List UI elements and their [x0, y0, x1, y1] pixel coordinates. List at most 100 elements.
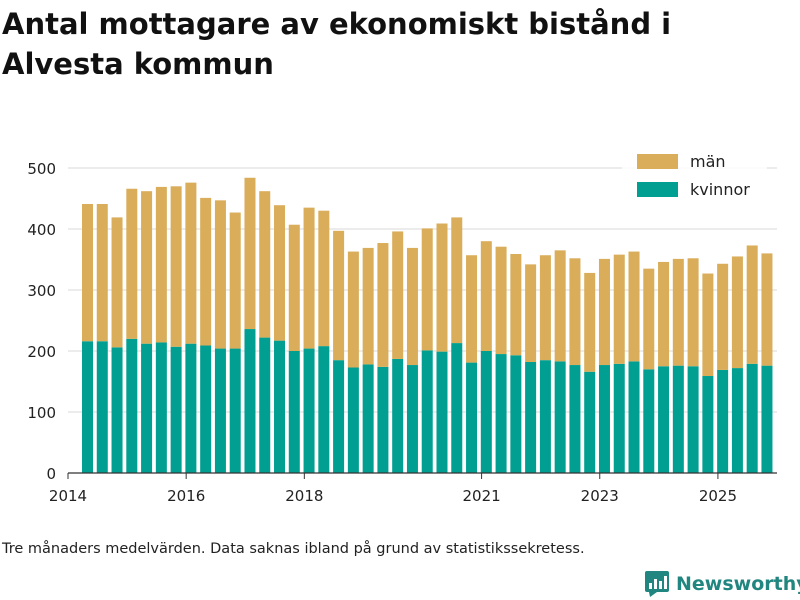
bar-kvinnor[interactable]	[185, 343, 197, 473]
bar-man[interactable]	[658, 261, 670, 367]
bar-man[interactable]	[259, 191, 271, 338]
bar-kvinnor[interactable]	[392, 358, 404, 473]
bar-kvinnor[interactable]	[421, 350, 433, 473]
x-axis: 2014 2016 2018 2021 2023 2025	[49, 472, 777, 505]
bar-man[interactable]	[436, 223, 448, 352]
bar-kvinnor[interactable]	[377, 366, 389, 473]
bar-kvinnor[interactable]	[436, 351, 448, 473]
bar-man[interactable]	[672, 258, 684, 366]
bar-man[interactable]	[598, 258, 610, 366]
y-axis-ticks: 0 100 200 300 400 500	[27, 160, 56, 483]
bar-man[interactable]	[584, 272, 596, 372]
bar-kvinnor[interactable]	[362, 364, 374, 473]
bar-man[interactable]	[702, 273, 714, 377]
bar-man[interactable]	[274, 205, 286, 341]
bar-man[interactable]	[81, 203, 93, 342]
bar-kvinnor[interactable]	[510, 355, 522, 473]
bar-kvinnor[interactable]	[81, 341, 93, 473]
bar-man[interactable]	[451, 217, 463, 344]
bar-man[interactable]	[406, 247, 418, 366]
bar-kvinnor[interactable]	[229, 348, 241, 473]
bar-kvinnor[interactable]	[170, 346, 182, 473]
bar-man[interactable]	[96, 203, 108, 342]
bars	[81, 177, 773, 473]
bar-man[interactable]	[288, 224, 300, 351]
bar-kvinnor[interactable]	[155, 342, 167, 473]
bar-man[interactable]	[303, 207, 315, 349]
bar-kvinnor[interactable]	[347, 367, 359, 473]
bar-man[interactable]	[643, 268, 655, 370]
bar-man[interactable]	[214, 200, 226, 349]
bar-kvinnor[interactable]	[746, 363, 758, 473]
bar-kvinnor[interactable]	[480, 351, 492, 473]
bar-man[interactable]	[170, 186, 182, 347]
bar-man[interactable]	[362, 247, 374, 365]
bar-kvinnor[interactable]	[141, 343, 153, 473]
bar-man[interactable]	[495, 246, 507, 355]
bar-kvinnor[interactable]	[318, 346, 330, 473]
bar-kvinnor[interactable]	[702, 376, 714, 473]
bar-man[interactable]	[525, 264, 537, 362]
bar-kvinnor[interactable]	[406, 365, 418, 473]
bar-kvinnor[interactable]	[584, 371, 596, 473]
bar-man[interactable]	[466, 255, 478, 363]
bar-kvinnor[interactable]	[687, 366, 699, 473]
bar-kvinnor[interactable]	[244, 329, 256, 473]
bar-kvinnor[interactable]	[259, 337, 271, 473]
bar-man[interactable]	[392, 231, 404, 359]
bar-man[interactable]	[613, 254, 625, 364]
bar-kvinnor[interactable]	[761, 365, 773, 473]
bar-man[interactable]	[421, 228, 433, 351]
bar-man[interactable]	[761, 253, 773, 366]
bar-man[interactable]	[628, 251, 640, 362]
bar-kvinnor[interactable]	[539, 360, 551, 473]
bar-man[interactable]	[318, 210, 330, 347]
bar-kvinnor[interactable]	[200, 345, 212, 473]
bar-man[interactable]	[185, 182, 197, 344]
bar-man[interactable]	[111, 217, 123, 348]
bar-kvinnor[interactable]	[288, 351, 300, 473]
bar-man[interactable]	[480, 241, 492, 351]
bar-kvinnor[interactable]	[126, 338, 138, 473]
bar-man[interactable]	[200, 197, 212, 346]
bar-kvinnor[interactable]	[495, 354, 507, 473]
bar-man[interactable]	[510, 254, 522, 356]
bar-kvinnor[interactable]	[274, 340, 286, 473]
bar-kvinnor[interactable]	[658, 366, 670, 473]
bar-kvinnor[interactable]	[525, 361, 537, 473]
bar-man[interactable]	[731, 256, 743, 369]
bar-kvinnor[interactable]	[333, 360, 345, 473]
bar-kvinnor[interactable]	[569, 365, 581, 473]
bar-man[interactable]	[746, 245, 758, 364]
brand-logo[interactable]: Newsworthy	[644, 569, 800, 599]
bar-kvinnor[interactable]	[554, 361, 566, 473]
bar-kvinnor[interactable]	[731, 368, 743, 473]
bar-man[interactable]	[539, 255, 551, 361]
bar-man[interactable]	[333, 230, 345, 361]
bar-man[interactable]	[155, 186, 167, 343]
bar-man[interactable]	[141, 191, 153, 344]
bar-kvinnor[interactable]	[111, 347, 123, 473]
bar-kvinnor[interactable]	[717, 369, 729, 473]
bar-kvinnor[interactable]	[613, 363, 625, 473]
bar-man[interactable]	[377, 243, 389, 367]
bar-kvinnor[interactable]	[598, 365, 610, 473]
bar-man[interactable]	[569, 258, 581, 366]
bar-man[interactable]	[687, 258, 699, 367]
bar-man[interactable]	[554, 250, 566, 362]
bar-man[interactable]	[229, 212, 241, 349]
bar-man[interactable]	[717, 263, 729, 370]
bar-kvinnor[interactable]	[643, 369, 655, 473]
y-tick-label: 200	[27, 343, 56, 361]
bar-kvinnor[interactable]	[451, 343, 463, 473]
bar-man[interactable]	[126, 188, 138, 339]
bar-kvinnor[interactable]	[303, 348, 315, 473]
bar-kvinnor[interactable]	[672, 365, 684, 473]
bar-kvinnor[interactable]	[466, 362, 478, 473]
bar-man[interactable]	[347, 251, 359, 368]
brand-name: Newsworthy	[676, 573, 800, 595]
bar-kvinnor[interactable]	[214, 348, 226, 473]
bar-kvinnor[interactable]	[96, 341, 108, 473]
bar-man[interactable]	[244, 177, 256, 330]
bar-kvinnor[interactable]	[628, 361, 640, 473]
